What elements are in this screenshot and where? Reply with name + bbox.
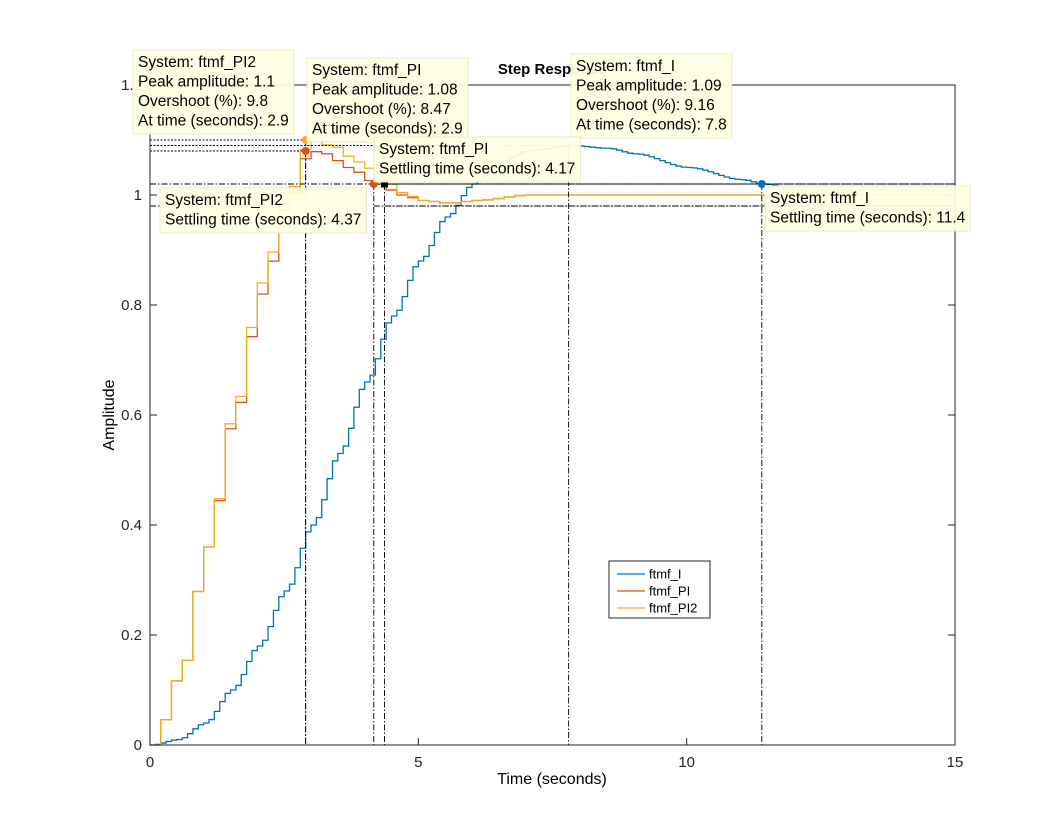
datatip-box — [570, 53, 733, 139]
legend-entry-ftmf_PI2[interactable]: ftmf_PI2 — [649, 601, 697, 616]
datatip-box — [159, 187, 367, 234]
datatip-line: At time (seconds): 7.8 — [576, 117, 727, 134]
x-tick-label: 0 — [146, 754, 154, 771]
y-tick-label: 0.4 — [121, 517, 142, 534]
series-line-ftmf_PI2 — [150, 141, 955, 746]
datatip-line: Peak amplitude: 1.1 — [138, 74, 275, 91]
datatip-pi_peak[interactable]: System: ftmf_PI Peak amplitude: 1.08 Overs… — [306, 57, 469, 143]
datatip-pi2_settle[interactable]: System: ftmf_PI2 Settling time (seconds):… — [159, 187, 367, 234]
datatip-line: System: ftmf_I — [576, 58, 675, 75]
datatip-line: Overshoot (%): 9.16 — [576, 97, 715, 114]
datatip-line: Settling time (seconds): 11.4 — [770, 210, 966, 227]
y-tick-label: 0 — [134, 737, 142, 754]
datatip-line: Settling time (seconds): 4.37 — [165, 212, 361, 229]
legend[interactable]: ftmf_I ftmf_PI ftmf_PI2 — [608, 560, 711, 619]
datatip-line: Overshoot (%): 8.47 — [312, 101, 451, 118]
x-axis-label: Time (seconds) — [497, 771, 607, 788]
datatip-line: At time (seconds): 2.9 — [138, 113, 289, 130]
x-tick-label: 15 — [947, 754, 964, 771]
datatip-marker[interactable] — [381, 180, 389, 188]
datatip-line: System: ftmf_PI — [379, 141, 488, 158]
datatip-line: Overshoot (%): 9.8 — [138, 93, 268, 110]
y-axis-label: Amplitude — [101, 379, 118, 450]
datatip-i_settle[interactable]: System: ftmf_I Settling time (seconds): 1… — [764, 185, 971, 232]
datatip-box — [764, 185, 971, 232]
legend-entry-ftmf_PI[interactable]: ftmf_PI — [649, 584, 690, 599]
y-tick-label: 0.6 — [121, 407, 142, 424]
datatip-line: System: ftmf_I — [770, 190, 869, 207]
datatip-pi_settle[interactable]: System: ftmf_PI Settling time (seconds): … — [373, 136, 581, 183]
datatip-pi2_peak[interactable]: System: ftmf_PI2 Peak amplitude: 1.1 Overs… — [132, 49, 295, 135]
datatip-line: Peak amplitude: 1.09 — [576, 78, 722, 95]
datatip-i_peak[interactable]: System: ftmf_I Peak amplitude: 1.09 Oversh… — [570, 53, 733, 139]
datatips: System: ftmf_PI2 Peak amplitude: 1.1 Overs… — [132, 49, 971, 234]
datatip-line: System: ftmf_PI2 — [165, 192, 283, 209]
x-tick-label: 5 — [414, 754, 422, 771]
datatip-box — [373, 136, 581, 183]
datatip-marker[interactable] — [757, 180, 766, 188]
legend-entry-ftmf_I[interactable]: ftmf_I — [649, 567, 682, 582]
datatip-line: System: ftmf_PI2 — [138, 54, 256, 71]
datatip-line: System: ftmf_PI — [312, 62, 421, 79]
datatip-box — [132, 49, 295, 135]
datatip-line: Peak amplitude: 1.08 — [312, 82, 458, 99]
y-tick-label: 0.8 — [121, 297, 142, 314]
x-tick-label: 10 — [678, 754, 695, 771]
datatip-line: Settling time (seconds): 4.17 — [379, 161, 575, 178]
datatip-box — [306, 57, 469, 143]
datatip-line: At time (seconds): 2.9 — [312, 121, 463, 138]
y-tick-label: 1 — [134, 187, 142, 204]
y-tick-label: 0.2 — [121, 627, 142, 644]
datatip-marker[interactable] — [301, 147, 310, 155]
